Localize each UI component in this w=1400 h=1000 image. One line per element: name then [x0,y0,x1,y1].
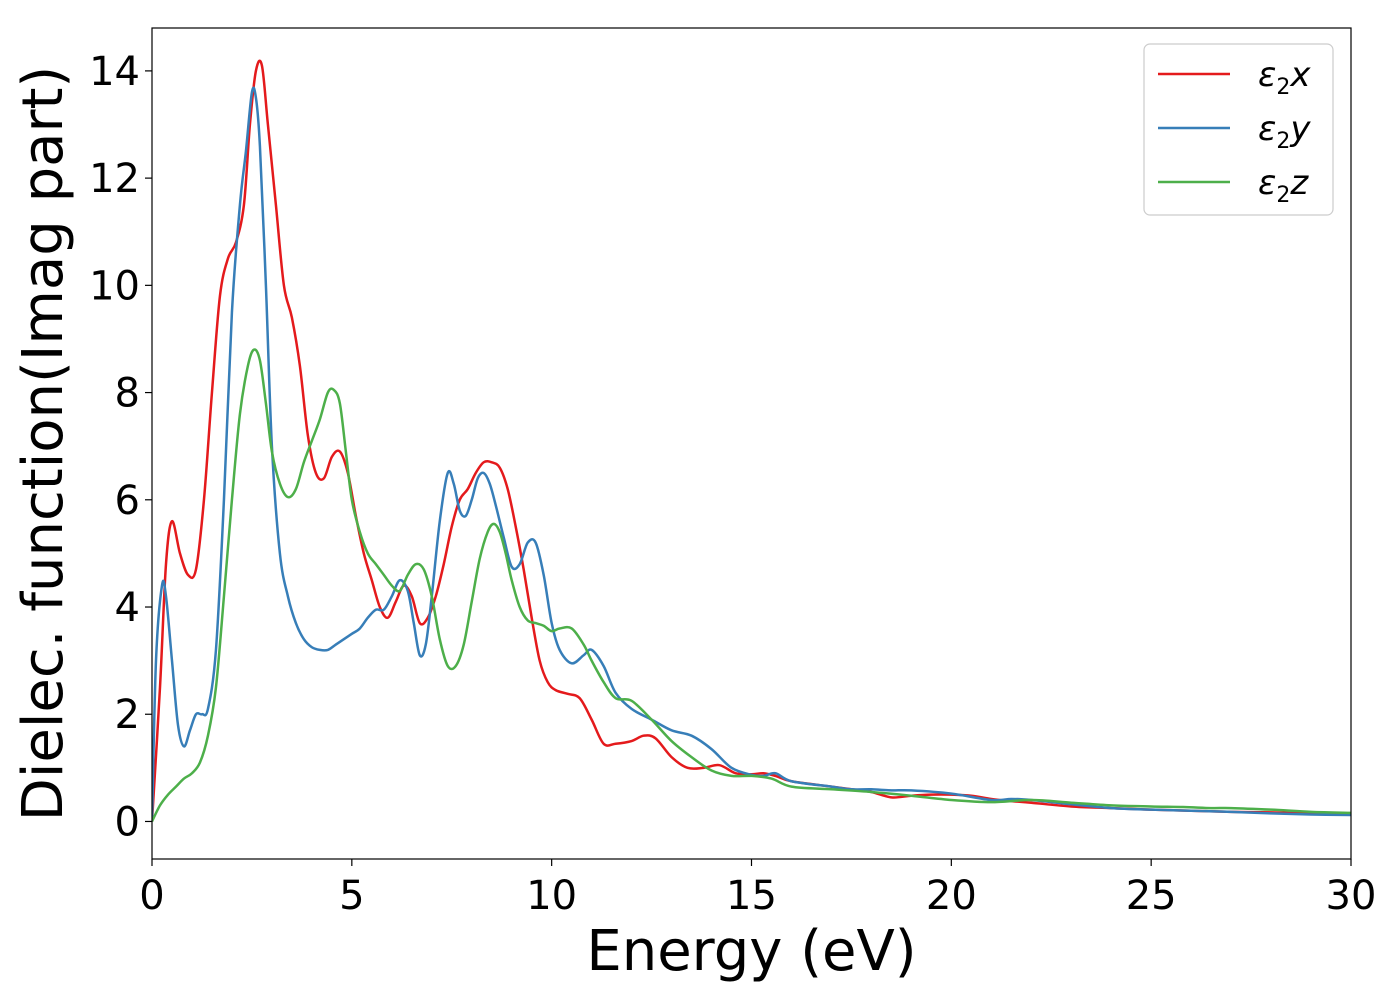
x-tick-label: 25 [1126,873,1177,919]
y-axis-label: Dielec. function(Imag part) [11,66,76,822]
y-tick-label: 10 [89,263,140,309]
y-tick-label: 6 [115,478,140,524]
y-tick-label: 4 [115,585,140,631]
series-line-y [152,86,1351,822]
x-tick-label: 10 [526,873,577,919]
y-tick-label: 12 [89,156,140,202]
legend-label-y: ε2y [1258,109,1311,154]
x-tick-label: 15 [726,873,777,919]
legend: ε2x ε2y ε2z [1143,43,1334,216]
y-tick-label: 8 [115,371,140,417]
series-layer [152,59,1351,823]
y-tick-label: 2 [115,692,140,738]
x-axis: 0 5 10 15 20 25 30 [139,859,1376,919]
legend-label-x: ε2x [1258,55,1311,100]
legend-box [1143,43,1334,216]
legend-label-z: ε2z [1258,163,1309,208]
y-axis: 0 2 4 6 8 10 12 14 [89,49,152,845]
x-tick-label: 30 [1326,873,1377,919]
x-tick-label: 0 [139,873,164,919]
x-tick-label: 5 [339,873,364,919]
series-line-z [152,348,1351,823]
y-tick-label: 14 [89,49,140,95]
x-tick-label: 20 [926,873,977,919]
y-tick-label: 0 [115,799,140,845]
x-axis-label: Energy (eV) [586,919,916,984]
